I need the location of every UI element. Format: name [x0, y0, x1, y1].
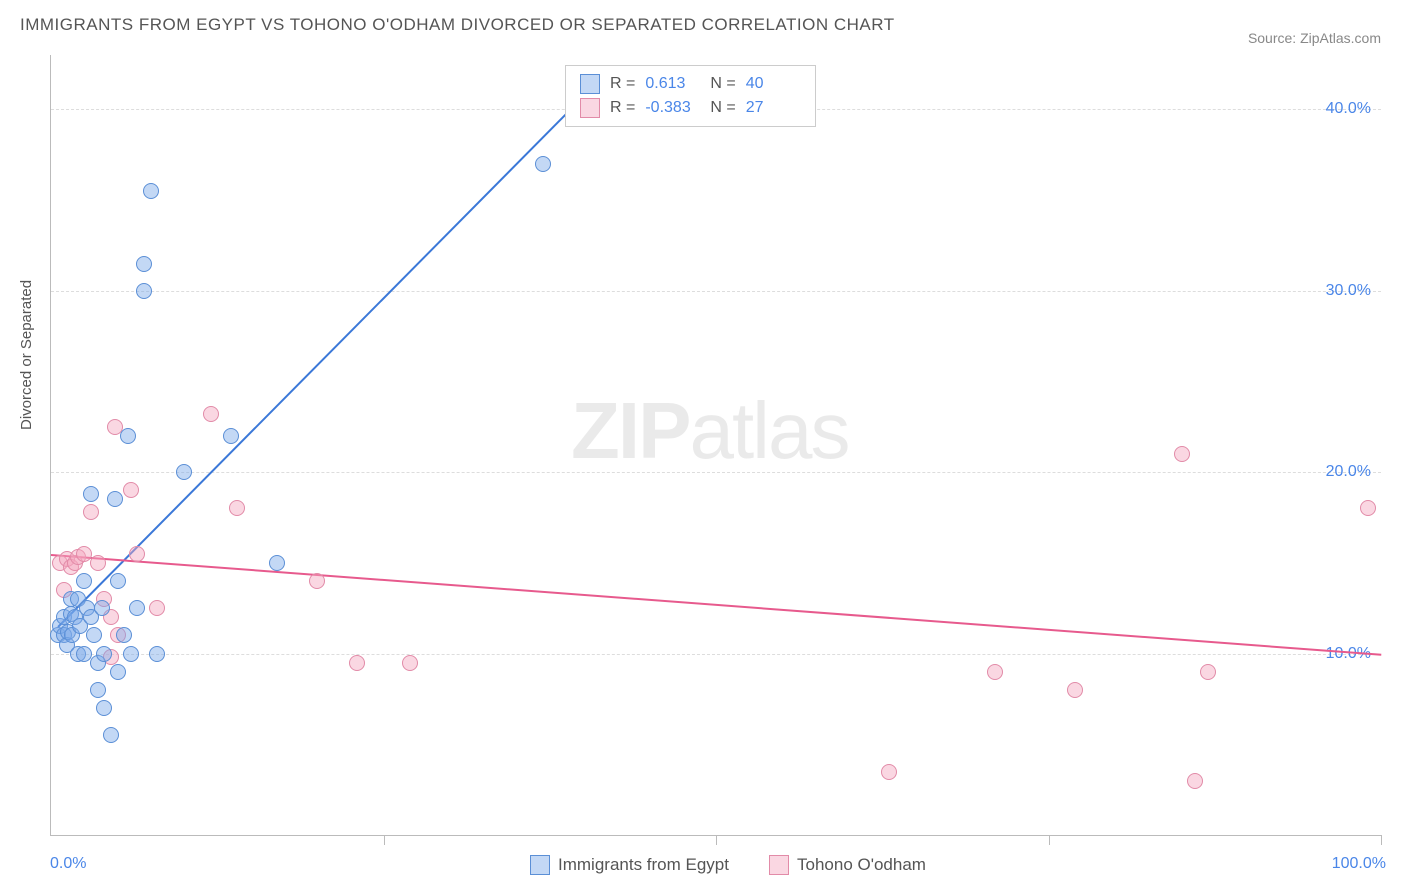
scatter-point-series1 [120, 428, 136, 444]
scatter-point-series2 [123, 482, 139, 498]
stat-r-label: R = [610, 99, 635, 117]
scatter-point-series2 [83, 504, 99, 520]
scatter-point-series1 [103, 727, 119, 743]
stat-r-value: 0.613 [645, 75, 700, 93]
stat-n-label: N = [710, 99, 735, 117]
gridline [51, 654, 1381, 655]
scatter-point-series2 [229, 500, 245, 516]
scatter-point-series2 [149, 600, 165, 616]
stat-n-label: N = [710, 75, 735, 93]
scatter-point-series2 [402, 655, 418, 671]
legend-swatch-icon [580, 98, 600, 118]
scatter-point-series2 [1067, 682, 1083, 698]
scatter-point-series1 [129, 600, 145, 616]
scatter-point-series2 [90, 555, 106, 571]
trend-line [51, 554, 1381, 656]
scatter-point-series1 [136, 256, 152, 272]
scatter-point-series2 [349, 655, 365, 671]
legend-stats: R = 0.613 N = 40 R = -0.383 N = 27 [565, 65, 816, 127]
legend-swatch-icon [769, 855, 789, 875]
legend-series: Immigrants from Egypt Tohono O'odham [530, 855, 926, 875]
chart-title: IMMIGRANTS FROM EGYPT VS TOHONO O'ODHAM … [20, 15, 895, 35]
legend-swatch-icon [580, 74, 600, 94]
scatter-point-series1 [535, 156, 551, 172]
scatter-point-series1 [83, 486, 99, 502]
stat-n-value: 40 [746, 75, 801, 93]
scatter-point-series1 [107, 491, 123, 507]
scatter-point-series2 [129, 546, 145, 562]
x-tick [1381, 835, 1382, 845]
scatter-point-series2 [203, 406, 219, 422]
x-axis-min-label: 0.0% [50, 855, 86, 873]
watermark-atlas: atlas [689, 386, 848, 475]
watermark: ZIPatlas [571, 385, 848, 477]
x-tick [384, 835, 385, 845]
scatter-point-series1 [143, 183, 159, 199]
gridline [51, 291, 1381, 292]
scatter-point-series1 [223, 428, 239, 444]
scatter-point-series1 [116, 627, 132, 643]
legend-stat-row: R = 0.613 N = 40 [580, 72, 801, 96]
scatter-point-series2 [1200, 664, 1216, 680]
stat-n-value: 27 [746, 99, 801, 117]
scatter-point-series2 [1360, 500, 1376, 516]
stat-r-value: -0.383 [645, 99, 700, 117]
scatter-point-series1 [110, 573, 126, 589]
plot-area: ZIPatlas 10.0%20.0%30.0%40.0% [50, 55, 1381, 836]
scatter-point-series1 [96, 700, 112, 716]
stat-r-label: R = [610, 75, 635, 93]
scatter-point-series1 [96, 646, 112, 662]
scatter-point-series1 [110, 664, 126, 680]
scatter-point-series2 [881, 764, 897, 780]
gridline [51, 472, 1381, 473]
scatter-point-series1 [149, 646, 165, 662]
legend-swatch-icon [530, 855, 550, 875]
legend-stat-row: R = -0.383 N = 27 [580, 96, 801, 120]
scatter-point-series1 [94, 600, 110, 616]
scatter-point-series1 [269, 555, 285, 571]
scatter-point-series1 [90, 682, 106, 698]
legend-label-series1: Immigrants from Egypt [558, 855, 729, 875]
scatter-point-series2 [1187, 773, 1203, 789]
scatter-point-series1 [76, 573, 92, 589]
x-tick [1049, 835, 1050, 845]
scatter-point-series2 [987, 664, 1003, 680]
y-tick-label: 30.0% [1326, 282, 1371, 300]
scatter-point-series1 [86, 627, 102, 643]
legend-item-series2: Tohono O'odham [769, 855, 926, 875]
y-axis-label: Divorced or Separated [18, 280, 35, 430]
source-label: Source: ZipAtlas.com [1248, 30, 1381, 46]
y-tick-label: 20.0% [1326, 463, 1371, 481]
legend-label-series2: Tohono O'odham [797, 855, 926, 875]
legend-item-series1: Immigrants from Egypt [530, 855, 729, 875]
x-axis-max-label: 100.0% [1332, 855, 1386, 873]
y-tick-label: 40.0% [1326, 100, 1371, 118]
scatter-point-series1 [176, 464, 192, 480]
watermark-zip: ZIP [571, 386, 689, 475]
scatter-point-series2 [309, 573, 325, 589]
scatter-point-series1 [136, 283, 152, 299]
x-tick [716, 835, 717, 845]
scatter-point-series1 [123, 646, 139, 662]
scatter-point-series2 [1174, 446, 1190, 462]
